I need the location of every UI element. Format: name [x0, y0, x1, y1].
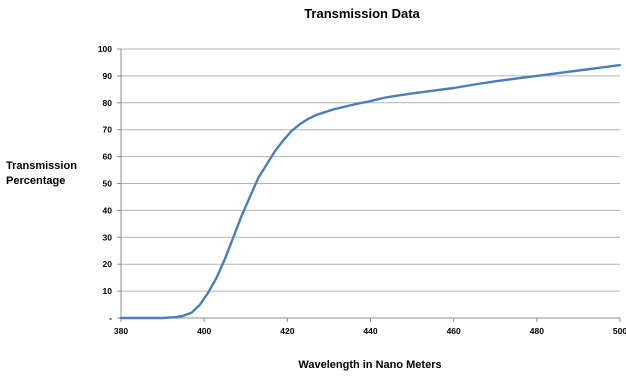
- x-tick-label-420: 420: [280, 326, 294, 336]
- x-tick-label-380: 380: [114, 326, 128, 336]
- chart-title: Transmission Data: [304, 6, 420, 21]
- x-tick-label-500: 500: [613, 326, 626, 336]
- gridlines: [121, 48, 620, 292]
- y-axis-title-line-1: Transmission: [6, 160, 77, 172]
- axes: [117, 48, 621, 322]
- y-tick-label-30: 30: [103, 232, 113, 242]
- x-tick-label-440: 440: [363, 326, 377, 336]
- x-axis-title: Wavelength in Nano Meters: [298, 359, 441, 371]
- y-tick-label-20: 20: [103, 259, 113, 269]
- series-layer: [119, 63, 622, 320]
- y-tick-label-100: 100: [98, 44, 112, 54]
- y-axis-title-line-2: Percentage: [6, 175, 65, 187]
- y-tick-label-70: 70: [103, 125, 113, 135]
- tick-labels: - 10 20 30 40 50 60 70 80 90 100 380 400 420 440 460 480…: [98, 44, 626, 336]
- y-tick-label-0: -: [109, 313, 112, 323]
- series-line-0: [119, 63, 622, 320]
- x-tick-label-480: 480: [530, 326, 544, 336]
- y-tick-label-50: 50: [103, 179, 113, 189]
- y-tick-label-40: 40: [103, 205, 113, 215]
- y-tick-label-90: 90: [103, 71, 113, 81]
- y-tick-label-60: 60: [103, 152, 113, 162]
- x-tick-label-400: 400: [197, 326, 211, 336]
- x-tick-label-460: 460: [447, 326, 461, 336]
- y-tick-label-10: 10: [103, 286, 113, 296]
- y-tick-label-80: 80: [103, 98, 113, 108]
